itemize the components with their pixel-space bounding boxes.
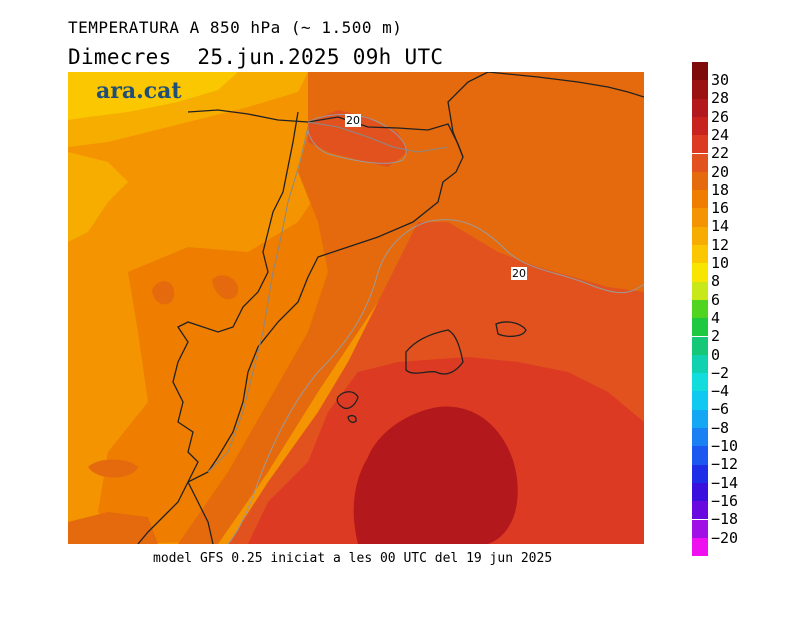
colorbar-swatch (692, 226, 708, 245)
colorbar-label: 22 (711, 144, 730, 163)
colorbar-swatch (692, 80, 708, 99)
colorbar-label: −6 (711, 400, 730, 419)
colorbar-swatch (692, 299, 708, 319)
colorbar-swatch (692, 537, 708, 557)
temperature-map: 20 20 (68, 72, 644, 544)
border-france-coast (447, 72, 489, 158)
colorbar-label: 16 (711, 199, 730, 218)
field-18 (178, 72, 644, 544)
field-18-patch-2 (212, 275, 239, 300)
colorbar-swatch (692, 62, 708, 81)
colorbar-swatch (692, 318, 708, 337)
border-grey-north (307, 121, 449, 153)
contour-label-box-1 (345, 114, 361, 127)
colorbar-label: −14 (711, 473, 739, 492)
colorbar-swatch (692, 190, 708, 209)
colorbar-swatch (692, 153, 708, 172)
colorbar-label: 10 (711, 254, 730, 272)
colorbar-swatch (692, 208, 708, 227)
colorbar-swatch (692, 336, 708, 355)
field-24 (353, 406, 518, 544)
ara-cat-logo[interactable]: ara.cat (96, 78, 182, 104)
colorbar-label: −4 (711, 382, 730, 401)
colorbar-swatch (692, 281, 708, 300)
contour-label-east: 20 (512, 267, 526, 280)
field-10 (68, 72, 238, 120)
colorbar-swatch (692, 446, 708, 465)
field-12-west (68, 152, 128, 242)
colorbar-swatch (692, 519, 708, 538)
contour-label-north: 20 (346, 114, 360, 127)
map-title: TEMPERATURA A 850 hPa (~ 1.500 m) (68, 18, 403, 37)
model-run-footer: model GFS 0.25 iniciat a les 00 UTC del … (153, 551, 553, 566)
colorbar-label: −10 (711, 437, 739, 455)
border-east (487, 72, 644, 98)
colorbar-label: 18 (711, 180, 730, 199)
island-menorca (495, 321, 527, 337)
colorbar-swatch (692, 354, 708, 374)
colorbar-label: 12 (711, 235, 730, 254)
colorbar-swatch (692, 501, 708, 520)
colorbar-swatch (692, 98, 708, 117)
colorbar-label: 20 (711, 162, 730, 181)
colorbar-swatch (692, 373, 708, 392)
border-aragon (172, 111, 299, 544)
border-grey-inner (207, 126, 309, 473)
field-18-sw (68, 512, 158, 544)
colorbar-label: −2 (711, 363, 730, 382)
colorbar-label: −16 (711, 491, 739, 510)
colorbar-label: 4 (711, 308, 721, 327)
island-formentera (347, 414, 357, 424)
island-ibiza (336, 391, 359, 410)
temperature-field: 20 20 (68, 72, 644, 544)
field-20-north (308, 110, 408, 167)
colorbar-label: 26 (711, 107, 730, 126)
colorbar-swatch (692, 409, 708, 428)
colorbar-swatch (692, 482, 708, 502)
map-subtitle-date: Dimecres 25.jun.2025 09h UTC (68, 45, 444, 69)
colorbar-label: 8 (711, 272, 721, 291)
colorbar-label: −20 (711, 528, 739, 547)
temperature-colorbar (692, 62, 708, 557)
colorbar-swatch (692, 116, 708, 136)
colorbar-swatch (692, 263, 708, 282)
colorbar-swatch (692, 428, 708, 447)
field-18-patch-1 (152, 281, 175, 305)
contour-label-box-2 (511, 267, 527, 280)
colorbar-swatch (692, 135, 708, 154)
colorbar-label: −12 (711, 455, 739, 474)
colorbar-swatch (692, 171, 708, 191)
colorbar-label: 30 (711, 71, 730, 89)
colorbar-label: 14 (711, 217, 730, 236)
colorbar-label: −18 (711, 510, 739, 529)
colorbar-label: 2 (711, 327, 721, 346)
field-18-patch-3 (88, 459, 138, 478)
colorbar-label: 28 (711, 89, 730, 108)
colorbar-swatch (692, 464, 708, 483)
colorbar-label: 24 (711, 125, 730, 144)
colorbar-label: −8 (711, 418, 730, 437)
colorbar-swatch (692, 391, 708, 410)
colorbar-swatch (692, 245, 708, 264)
colorbar-label: 0 (711, 345, 721, 364)
colorbar-label: 6 (711, 290, 721, 309)
island-mallorca (405, 329, 464, 375)
contour-20-line (227, 219, 644, 544)
